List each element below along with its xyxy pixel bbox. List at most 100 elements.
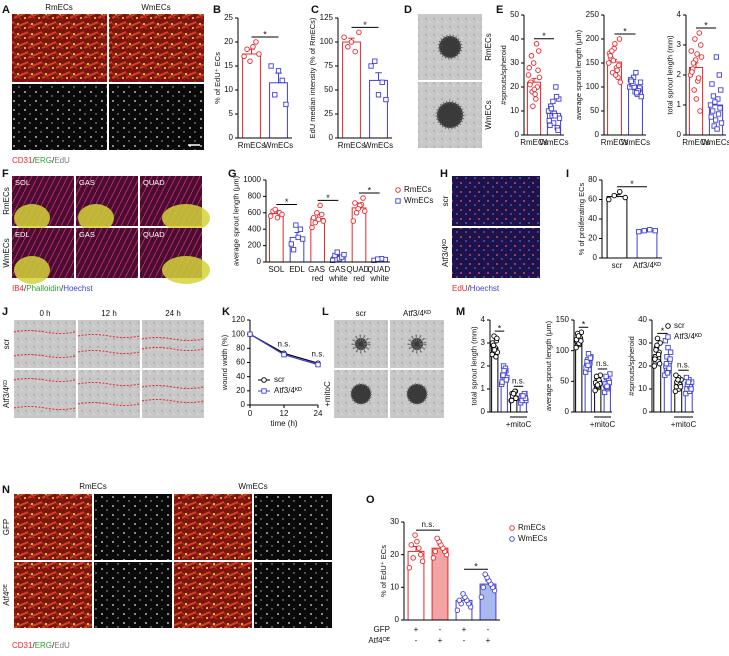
x-tick-label: 12: [280, 409, 289, 418]
data-point: [406, 564, 413, 571]
y-tick-label: 125: [320, 13, 334, 22]
image-label: Atf4ᴼᴱ: [2, 583, 11, 605]
data-point: [293, 222, 299, 228]
panel-letter: L: [322, 306, 329, 318]
y-axis-label: average sprout length (μm): [232, 175, 241, 266]
data-point: [718, 87, 724, 93]
data-point: [616, 36, 623, 42]
data-point: [416, 545, 422, 551]
spheroid: [437, 34, 463, 60]
data-point: [718, 120, 725, 126]
data-point: [546, 117, 552, 124]
data-point: [677, 383, 684, 390]
y-tick-label: 40: [638, 315, 647, 324]
x-tick-label: Atf3/4ᴷᴰ: [633, 261, 661, 270]
data-point: [548, 105, 555, 112]
significance-label: *: [474, 562, 478, 572]
significance-label: n.s.: [596, 359, 609, 368]
data-point: [533, 96, 539, 102]
data-point: [685, 379, 692, 385]
legend-marker: [395, 198, 401, 204]
significance-label: *: [263, 29, 267, 39]
y-tick-label: 100: [586, 82, 600, 91]
data-point: [503, 377, 510, 383]
data-point: [690, 60, 697, 66]
data-point: [536, 74, 543, 81]
y-tick-label: 150: [556, 315, 570, 324]
condition-name: GFP: [374, 625, 390, 634]
x-tick-label: RmECs: [520, 138, 548, 147]
significance-label: n.s.: [312, 349, 325, 358]
data-point: [368, 63, 374, 69]
data-point: [656, 360, 663, 367]
micrograph: [452, 228, 540, 278]
image-label: 0 h: [39, 309, 50, 318]
significance-label: *: [368, 185, 372, 195]
muscle-fiber: [162, 204, 210, 232]
x-tick-label: GAS white: [328, 265, 348, 283]
image-label: scr: [2, 338, 11, 349]
y-tick-label: 25: [324, 109, 333, 118]
image-label: Atf3/4ᴷᴰ: [403, 309, 431, 318]
micrograph: [76, 228, 138, 278]
data-point: [268, 63, 274, 69]
data-point: [694, 51, 700, 57]
y-tick-label: 0: [481, 407, 486, 416]
data-point: [530, 60, 537, 66]
legend-marker: [665, 323, 671, 329]
data-point: [587, 355, 594, 361]
y-tick-label: 10: [638, 384, 647, 393]
caption-part: IB4: [12, 284, 25, 293]
data-point: [614, 67, 620, 73]
data-point: [692, 36, 698, 42]
data-point: [654, 342, 660, 349]
data-point: [585, 351, 592, 357]
muscle-fiber: [78, 204, 114, 232]
caption-part: EdU: [452, 284, 468, 293]
muscle-fiber: [14, 256, 50, 284]
group-label: +mitoC: [506, 420, 532, 429]
x-tick-label: WmECs: [264, 141, 293, 150]
y-tick-label: 50: [324, 85, 333, 94]
significance-label: n.s.: [422, 520, 435, 529]
data-point: [334, 249, 340, 255]
legend-marker: [395, 187, 401, 193]
group-label: +mitoC: [671, 420, 697, 429]
data-point: [417, 551, 424, 558]
image-label: QUAD: [143, 230, 165, 239]
data-point: [536, 48, 542, 54]
y-tick-label: 80: [236, 343, 245, 352]
data-point: [594, 382, 601, 388]
panel-letter: K: [222, 306, 230, 318]
image-label: +mitoC: [323, 381, 332, 407]
y-tick-label: 10: [510, 106, 519, 115]
y-tick-label: 0: [395, 615, 400, 624]
y-tick-label: 0: [565, 407, 570, 416]
y-axis-label: wound width (%): [220, 334, 229, 391]
data-point: [247, 58, 253, 64]
legend-marker: [665, 334, 671, 340]
data-point: [267, 213, 274, 219]
panel-letter: J: [2, 306, 8, 318]
data-point: [556, 115, 563, 121]
data-point: [655, 351, 662, 358]
data-point: [478, 594, 485, 600]
significance-label: *: [704, 20, 708, 30]
y-tick-label: 50: [560, 376, 569, 385]
wound-edge: [77, 402, 141, 406]
y-tick-label: 0: [595, 130, 600, 139]
y-tick-label: 800: [248, 192, 262, 201]
data-point: [493, 354, 499, 360]
micrograph: [142, 370, 204, 418]
data-point: [513, 395, 519, 401]
y-tick-label: 20: [638, 361, 647, 370]
data-point: [691, 87, 697, 93]
significance-label: *: [623, 26, 627, 36]
data-point: [654, 335, 661, 342]
data-point: [300, 236, 306, 242]
data-point: [696, 30, 703, 36]
micrograph: [14, 494, 92, 560]
image-label: RmECs: [79, 482, 107, 491]
image-caption: CD31/ERG/EdU: [12, 641, 70, 650]
